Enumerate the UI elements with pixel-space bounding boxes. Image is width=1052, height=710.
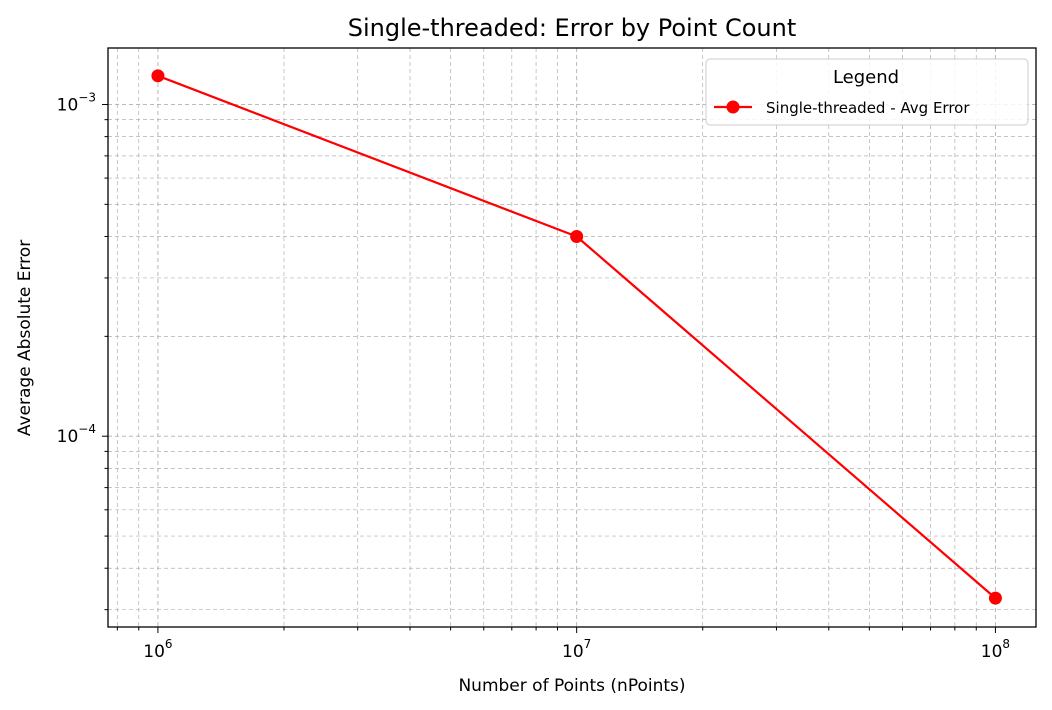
x-tick-label: 106 [143, 637, 172, 662]
y-tick-label: 10−4 [57, 422, 96, 447]
y-tick-label: 10−3 [57, 90, 96, 115]
x-tick-exponent: 6 [165, 637, 173, 651]
legend: Legend Single-threaded - Avg Error [705, 58, 1029, 126]
chart-title: Single-threaded: Error by Point Count [348, 14, 797, 42]
x-tick-label: 108 [981, 637, 1010, 662]
y-tick-base: 10 [57, 95, 79, 115]
data-point [570, 229, 584, 243]
x-tick-exponent: 8 [1002, 637, 1010, 651]
legend-entry-label: Single-threaded - Avg Error [766, 99, 970, 117]
x-axis-label: Number of Points (nPoints) [458, 676, 685, 696]
plot-frame [107, 47, 1037, 628]
y-tick-base: 10 [57, 427, 79, 447]
y-axis-label: Average Absolute Error [15, 240, 35, 436]
legend-box [705, 58, 1029, 126]
legend-title: Legend [833, 67, 899, 88]
grid [108, 48, 1036, 627]
legend-marker [726, 100, 740, 114]
y-tick-exponent: −3 [78, 90, 96, 104]
x-tick-base: 10 [143, 642, 165, 662]
x-tick-base: 10 [981, 642, 1003, 662]
series [151, 69, 1002, 605]
x-tick-base: 10 [562, 642, 584, 662]
x-tick-exponent: 7 [584, 637, 592, 651]
x-tick-label: 107 [562, 637, 591, 662]
data-point [988, 591, 1002, 605]
data-point [151, 69, 165, 83]
y-tick-exponent: −4 [78, 422, 96, 436]
